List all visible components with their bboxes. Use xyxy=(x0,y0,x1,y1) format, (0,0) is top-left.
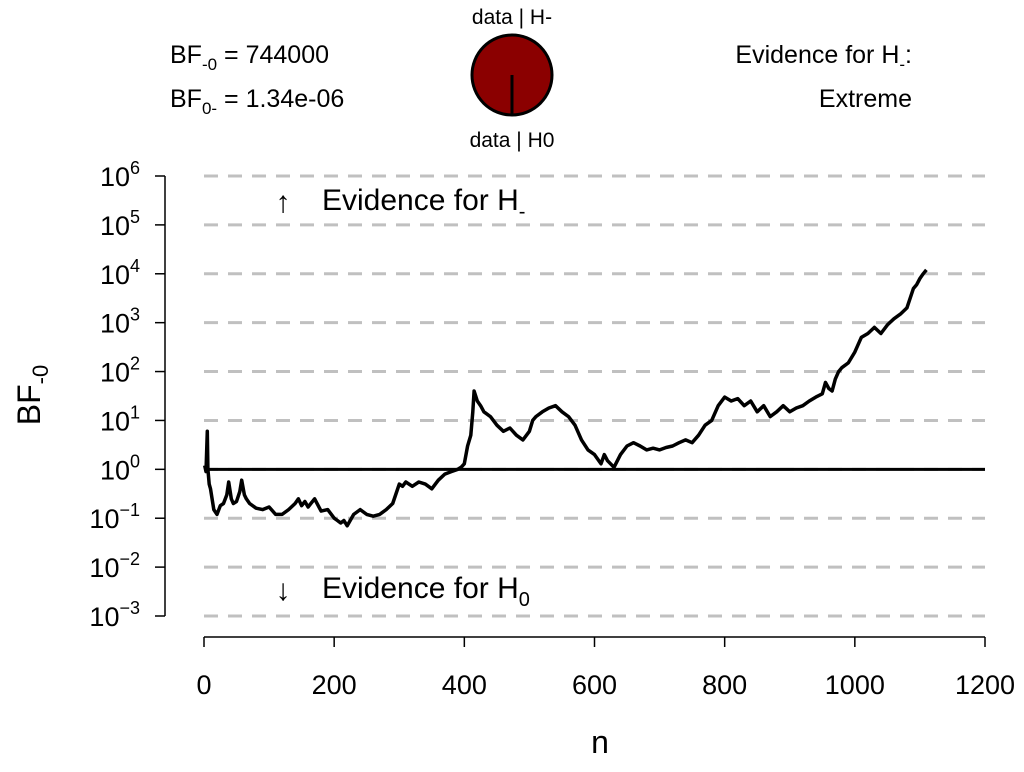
evidence-level: Extreme xyxy=(819,85,912,113)
y-tick-label: 102 xyxy=(100,354,140,388)
x-tick-label: 200 xyxy=(312,670,357,700)
gridlines xyxy=(204,174,985,618)
y-tick-label: 10−3 xyxy=(89,598,140,632)
x-axis: 0 200 400 600 800 1000 1200 xyxy=(196,636,1015,700)
x-tick-label: 400 xyxy=(442,670,487,700)
x-tick-label: 1000 xyxy=(825,670,885,700)
pie-top-label: data | H- xyxy=(472,6,552,29)
y-tick-label: 105 xyxy=(100,207,140,241)
x-tick-label: 1200 xyxy=(955,670,1015,700)
bf-line-1: BF-0 = 744000 xyxy=(170,41,329,74)
bf-series-line xyxy=(202,268,928,528)
y-tick-label: 100 xyxy=(100,451,140,485)
y-axis: 106 105 104 103 102 101 100 10−1 10−2 10−3 xyxy=(89,158,166,632)
y-tick-label: 101 xyxy=(100,402,140,436)
x-tick-label: 800 xyxy=(702,670,747,700)
evidence-title: Evidence for H-: xyxy=(735,41,912,74)
evidence-lower-annotation: Evidence for H0 xyxy=(322,572,530,611)
down-arrow-icon: ↓ xyxy=(276,574,291,607)
y-tick-label: 10−2 xyxy=(89,549,140,583)
pie-bottom-label: data | H0 xyxy=(470,129,555,152)
x-tick-label: 600 xyxy=(572,670,617,700)
evidence-upper-annotation: Evidence for H- xyxy=(322,184,525,223)
bf-line-2: BF0- = 1.34e-06 xyxy=(170,85,344,118)
y-tick-label: 106 xyxy=(100,158,140,192)
up-arrow-icon: ↑ xyxy=(276,186,291,219)
x-axis-title: n xyxy=(591,724,609,760)
y-tick-label: 104 xyxy=(100,256,140,290)
y-axis-title: BF-0 xyxy=(11,365,53,425)
y-tick-label: 10−1 xyxy=(89,500,140,534)
y-tick-label: 103 xyxy=(100,305,140,339)
x-tick-label: 0 xyxy=(196,670,211,700)
